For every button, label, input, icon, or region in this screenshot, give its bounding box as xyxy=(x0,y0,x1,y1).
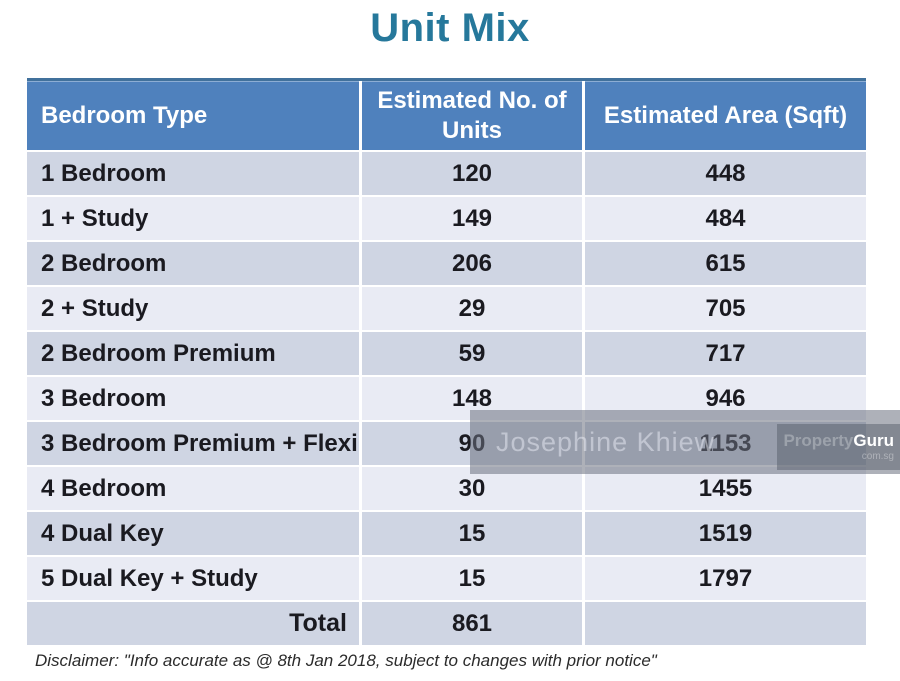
column-header-bedroom-type: Bedroom Type xyxy=(27,81,362,150)
cell-area: 946 xyxy=(705,384,746,412)
table-row: 1 Bedroom 120 448 xyxy=(27,150,866,195)
cell-type: 4 Bedroom xyxy=(27,467,362,510)
cell-area: 705 xyxy=(705,294,746,322)
cell-area: 484 xyxy=(705,204,746,232)
cell-units: 15 xyxy=(362,557,585,600)
table-body: 1 Bedroom 120 448 1 + Study 149 484 2 Bedroom 2… xyxy=(27,150,866,600)
table-row: 4 Dual Key 15 1519 xyxy=(27,510,866,555)
cell-units: 59 xyxy=(362,332,585,375)
table-row: 5 Dual Key + Study 15 1797 xyxy=(27,555,866,600)
cell-type: 5 Dual Key + Study xyxy=(27,557,362,600)
cell-type: 2 Bedroom xyxy=(27,242,362,285)
table-total-row: Total 861 xyxy=(27,600,866,645)
propertyguru-logo-suffix: com.sg xyxy=(861,451,894,462)
table-row: 1 + Study 149 484 xyxy=(27,195,866,240)
table-row: 4 Bedroom 30 1455 xyxy=(27,465,866,510)
table-row: 2 Bedroom Premium 59 717 xyxy=(27,330,866,375)
cell-type: 1 + Study xyxy=(27,197,362,240)
cell-area: 717 xyxy=(705,339,746,367)
unit-mix-table: Bedroom Type Estimated No. of Units Esti… xyxy=(27,78,866,645)
table-row: 2 + Study 29 705 xyxy=(27,285,866,330)
cell-type: 1 Bedroom xyxy=(27,152,362,195)
table-row: 3 Bedroom 148 946 xyxy=(27,375,866,420)
cell-units: 90 xyxy=(362,422,585,465)
cell-area: 615 xyxy=(705,249,746,277)
column-header-area: Estimated Area (Sqft) xyxy=(603,101,848,129)
disclaimer-text: Disclaimer: "Info accurate as @ 8th Jan … xyxy=(35,651,657,670)
cell-units: 148 xyxy=(362,377,585,420)
page-title: Unit Mix xyxy=(370,6,530,50)
cell-area: 1455 xyxy=(698,474,753,502)
cell-type: 2 Bedroom Premium xyxy=(27,332,362,375)
cell-units: 120 xyxy=(362,152,585,195)
cell-units: 206 xyxy=(362,242,585,285)
table-header-row: Bedroom Type Estimated No. of Units Esti… xyxy=(27,78,866,150)
cell-type: 3 Bedroom Premium + Flexi xyxy=(27,422,362,465)
cell-type: 4 Dual Key xyxy=(27,512,362,555)
cell-type: 2 + Study xyxy=(27,287,362,330)
cell-type: 3 Bedroom xyxy=(27,377,362,420)
cell-area: 1153 xyxy=(699,429,752,457)
cell-units: 30 xyxy=(362,467,585,510)
cell-units: 29 xyxy=(362,287,585,330)
column-header-units: Estimated No. of Units xyxy=(362,81,585,150)
cell-area: 1797 xyxy=(698,564,753,592)
cell-area: 448 xyxy=(705,159,746,187)
cell-area: 1519 xyxy=(698,519,753,547)
cell-units: 15 xyxy=(362,512,585,555)
total-label: Total xyxy=(27,602,362,645)
total-area-empty xyxy=(585,602,866,645)
total-units-value: 861 xyxy=(362,602,585,645)
cell-units: 149 xyxy=(362,197,585,240)
table-row: 2 Bedroom 206 615 xyxy=(27,240,866,285)
table-row: 3 Bedroom Premium + Flexi 90 1153 xyxy=(27,420,866,465)
